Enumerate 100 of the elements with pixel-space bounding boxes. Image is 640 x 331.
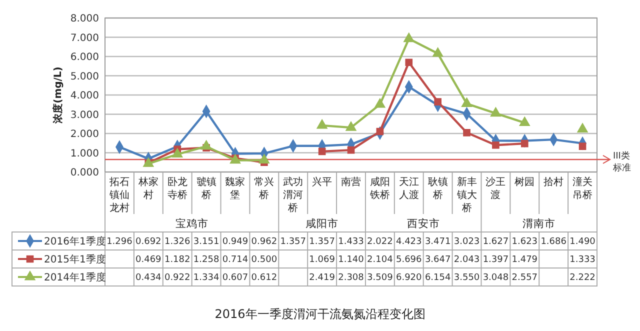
data-label: 4.423 xyxy=(396,237,422,248)
x-tick-label: 拓石镇仙龙村 xyxy=(108,176,130,214)
data-label: 1.357 xyxy=(280,237,306,248)
x-tick-label: 咸阳铁桥 xyxy=(368,176,390,201)
point xyxy=(316,119,328,129)
data-label: 3.471 xyxy=(424,237,451,248)
point xyxy=(434,98,442,106)
point xyxy=(374,98,386,108)
text: 宝鸡市 xyxy=(175,217,208,230)
x-tick-label: 常兴桥 xyxy=(254,176,274,201)
data-label: 2.308 xyxy=(338,273,364,284)
data-label: 3.048 xyxy=(482,273,509,284)
legend-label: 2016年1季度 xyxy=(44,236,106,248)
point xyxy=(200,140,212,150)
point xyxy=(318,148,326,156)
y-tick-label: 3.000 xyxy=(70,110,99,121)
x-tick-label: 林家村 xyxy=(137,176,158,201)
point xyxy=(578,142,586,150)
data-label: 1.140 xyxy=(338,255,364,266)
y-tick-label: 5.000 xyxy=(70,71,99,82)
data-label: 0.434 xyxy=(136,273,162,284)
data-label: 1.357 xyxy=(309,237,335,248)
data-label: 0.607 xyxy=(222,273,248,284)
point xyxy=(405,58,413,66)
y-tick-label: 0.000 xyxy=(70,168,99,178)
data-label: 2.043 xyxy=(454,255,480,266)
data-label: 6.920 xyxy=(396,273,422,284)
data-label: 0.714 xyxy=(222,255,248,266)
x-tick-label: 卧龙寺桥 xyxy=(167,176,188,201)
point xyxy=(432,47,444,57)
data-label: 0.949 xyxy=(222,237,248,248)
x-tick-label: 沙王渡 xyxy=(486,176,506,201)
data-label: 2.222 xyxy=(570,273,596,284)
data-label: 3.023 xyxy=(454,237,480,248)
data-label: 2.104 xyxy=(367,255,394,266)
point xyxy=(172,148,183,158)
point xyxy=(492,141,500,149)
ref-line-label: III类标准 xyxy=(612,150,631,174)
point xyxy=(490,107,502,117)
data-label: 0.612 xyxy=(251,273,278,284)
x-tick-label: 虢镇桥 xyxy=(196,176,216,201)
x-tick-label: 耿镇桥 xyxy=(428,176,448,201)
x-tick-label: 天江人渡 xyxy=(398,176,419,201)
y-tick-label: 4.000 xyxy=(70,90,99,102)
x-tick-label: 魏家堡 xyxy=(225,176,246,201)
data-label: 1.334 xyxy=(193,273,220,284)
data-label: 3.509 xyxy=(367,273,394,284)
point xyxy=(461,98,472,107)
text: 渭南市 xyxy=(522,217,556,230)
x-tick-label: 南营 xyxy=(341,176,361,188)
y-tick-label: 8.000 xyxy=(70,14,99,24)
y-tick-label: 7.000 xyxy=(70,32,99,44)
x-tick-label: 兴平 xyxy=(312,176,332,188)
data-label: 0.922 xyxy=(164,273,190,284)
point xyxy=(258,154,270,164)
y-tick-label: 1.000 xyxy=(70,148,99,160)
data-label: 1.069 xyxy=(309,255,336,266)
text: 咸阳市 xyxy=(306,217,339,230)
data-label: 2.022 xyxy=(367,237,393,248)
y-tick-label: 2.000 xyxy=(70,129,99,140)
data-label: 1.490 xyxy=(570,237,596,248)
data-label: 0.469 xyxy=(136,255,162,266)
data-label: 1.479 xyxy=(512,255,538,266)
data-label: 2.419 xyxy=(309,273,336,284)
data-label: 1.686 xyxy=(540,237,567,248)
data-label: 2.557 xyxy=(512,273,538,284)
data-label: 1.333 xyxy=(570,255,596,266)
point xyxy=(577,123,588,132)
data-label: 6.154 xyxy=(424,273,451,284)
data-label: 1.296 xyxy=(106,237,133,248)
point xyxy=(519,116,530,126)
data-label: 5.696 xyxy=(396,255,422,266)
data-label: 0.962 xyxy=(251,237,278,248)
data-label: 0.500 xyxy=(251,255,278,266)
point xyxy=(520,140,528,148)
data-label: 1.397 xyxy=(482,255,509,266)
data-label: 3.151 xyxy=(193,237,220,248)
data-label: 3.647 xyxy=(424,255,451,266)
text: 2016年一季度渭河干流氨氮沿程变化图 xyxy=(214,307,426,321)
point xyxy=(347,146,355,154)
x-tick-label: 武功渭河桥 xyxy=(283,176,304,214)
data-label: 1.182 xyxy=(164,255,190,266)
text: 西安市 xyxy=(406,217,440,230)
point xyxy=(346,122,356,131)
x-tick-label: 树园 xyxy=(514,176,535,188)
legend-label: 2014年1季度 xyxy=(44,272,106,284)
point xyxy=(376,128,384,136)
data-label: 1.623 xyxy=(512,237,538,248)
x-tick-label: 拾村 xyxy=(544,176,564,188)
x-tick-label: 潼关吊桥 xyxy=(572,176,593,201)
x-tick-label: 新丰镇大桥 xyxy=(456,176,477,214)
data-label: 3.550 xyxy=(454,273,480,284)
y-tick-label: 6.000 xyxy=(70,52,99,63)
data-label: 1.326 xyxy=(164,237,191,248)
data-label: 1.627 xyxy=(482,237,509,248)
y-axis-title: 浓度(mg/L) xyxy=(52,66,64,124)
legend-label: 2015年1季度 xyxy=(44,254,106,266)
data-label: 1.433 xyxy=(338,237,364,248)
data-label: 0.692 xyxy=(136,237,162,248)
point xyxy=(404,32,414,42)
